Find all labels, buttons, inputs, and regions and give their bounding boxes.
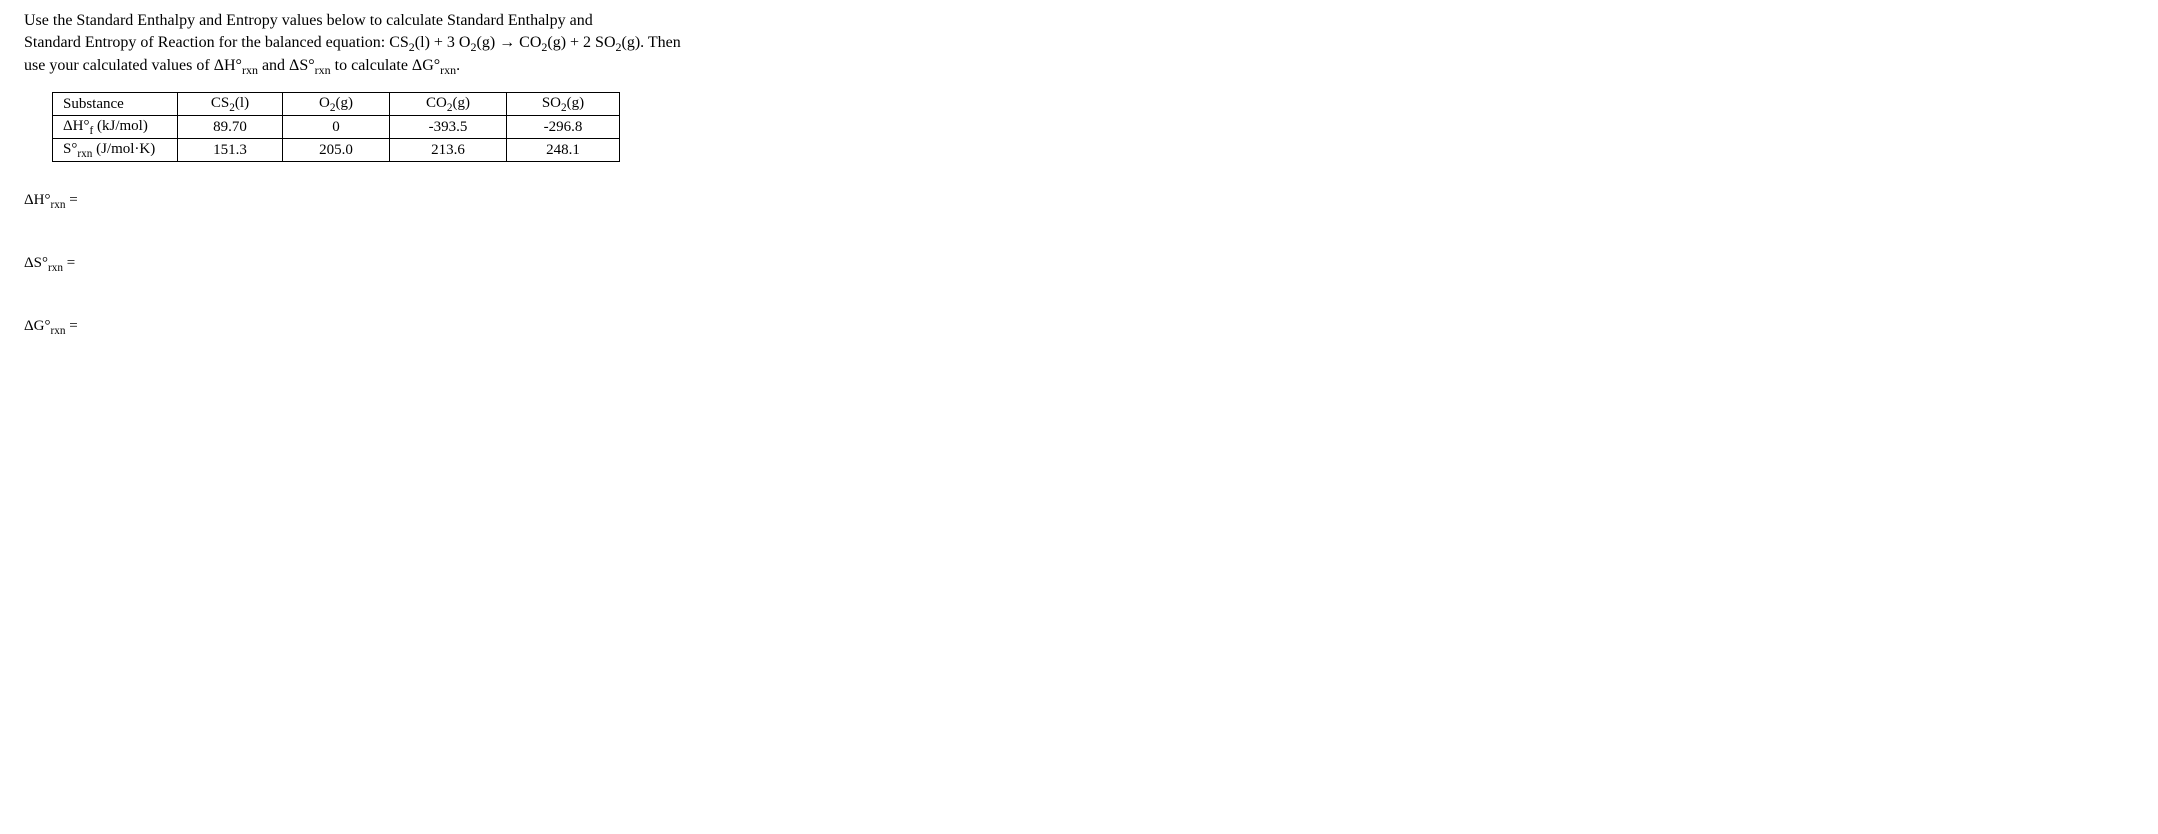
dHf-cs2: 89.70 <box>178 116 283 139</box>
table-row-enthalpy: ΔH°f (kJ/mol) 89.70 0 -393.5 -296.8 <box>53 116 620 139</box>
prompt-line3-pre: use your calculated values of ΔH° <box>24 57 242 74</box>
dHf-o2: 0 <box>283 116 390 139</box>
hdr-cs2-state: (l) <box>235 95 249 111</box>
hdr-o2: O2(g) <box>283 93 390 116</box>
answer-dG-eq: = <box>65 318 77 334</box>
prompt-line3-mid: and ΔS° <box>258 57 315 74</box>
prompt-line3-rxn3: rxn <box>440 63 456 77</box>
eq-co2-state: (g) + 2 SO <box>547 34 615 51</box>
hdr-co2: CO2(g) <box>390 93 507 116</box>
hdr-so2: SO2(g) <box>507 93 620 116</box>
prompt-line3-end: . <box>456 57 460 74</box>
hdr-o2-state: (g) <box>335 95 353 111</box>
eq-o2-state: (g) → CO <box>476 34 541 51</box>
prompt-line3-mid2: to calculate ΔG° <box>331 57 441 74</box>
prompt-line3-rxn1: rxn <box>242 63 258 77</box>
answer-dG-pre: ΔG° <box>24 318 50 334</box>
thermo-table-wrapper: Substance CS2(l) O2(g) CO2(g) SO2(g) ΔH°… <box>52 92 2158 162</box>
answer-dH-eq: = <box>65 192 77 208</box>
prompt-line1: Use the Standard Enthalpy and Entropy va… <box>24 12 593 29</box>
hdr-cs2: CS2(l) <box>178 93 283 116</box>
rowlbl-dHf-pre: ΔH° <box>63 118 89 134</box>
prompt-line2-pre: Standard Entropy of Reaction for the bal… <box>24 34 389 51</box>
prompt-text: Use the Standard Enthalpy and Entropy va… <box>24 10 804 78</box>
answer-dG-sub: rxn <box>50 325 65 337</box>
dHf-co2: -393.5 <box>390 116 507 139</box>
hdr-co2-state: (g) <box>452 95 470 111</box>
answer-dH-pre: ΔH° <box>24 192 50 208</box>
answer-dS: ΔS°rxn = <box>24 255 2158 274</box>
eq-cs2: CS <box>389 34 409 51</box>
hdr-cs2-txt: CS <box>211 95 229 111</box>
answer-dH-sub: rxn <box>50 199 65 211</box>
S-co2: 213.6 <box>390 139 507 162</box>
hdr-substance: Substance <box>53 93 178 116</box>
hdr-o2-txt: O <box>319 95 330 111</box>
hdr-so2-state: (g) <box>567 95 585 111</box>
answer-dS-sub: rxn <box>48 262 63 274</box>
S-so2: 248.1 <box>507 139 620 162</box>
S-cs2: 151.3 <box>178 139 283 162</box>
rowlbl-S-post: (J/mol·K) <box>92 141 155 157</box>
worksheet-page: Use the Standard Enthalpy and Entropy va… <box>0 0 2158 337</box>
rowlbl-S: S°rxn (J/mol·K) <box>53 139 178 162</box>
table-header-row: Substance CS2(l) O2(g) CO2(g) SO2(g) <box>53 93 620 116</box>
answer-dS-eq: = <box>63 255 75 271</box>
rowlbl-S-sub: rxn <box>77 148 92 160</box>
answers-block: ΔH°rxn = ΔS°rxn = ΔG°rxn = <box>24 192 2158 337</box>
prompt-line3-rxn2: rxn <box>315 63 331 77</box>
rowlbl-dHf: ΔH°f (kJ/mol) <box>53 116 178 139</box>
eq-so2-state: (g). Then <box>622 34 681 51</box>
eq-cs2-state: (l) + 3 O <box>415 34 471 51</box>
table-row-entropy: S°rxn (J/mol·K) 151.3 205.0 213.6 248.1 <box>53 139 620 162</box>
answer-dS-pre: ΔS° <box>24 255 48 271</box>
answer-dG: ΔG°rxn = <box>24 318 2158 337</box>
thermo-table: Substance CS2(l) O2(g) CO2(g) SO2(g) ΔH°… <box>52 92 620 162</box>
dHf-so2: -296.8 <box>507 116 620 139</box>
hdr-co2-txt: CO <box>426 95 447 111</box>
answer-dH: ΔH°rxn = <box>24 192 2158 211</box>
S-o2: 205.0 <box>283 139 390 162</box>
hdr-so2-txt: SO <box>542 95 561 111</box>
rowlbl-S-pre: S° <box>63 141 77 157</box>
rowlbl-dHf-post: (kJ/mol) <box>93 118 148 134</box>
